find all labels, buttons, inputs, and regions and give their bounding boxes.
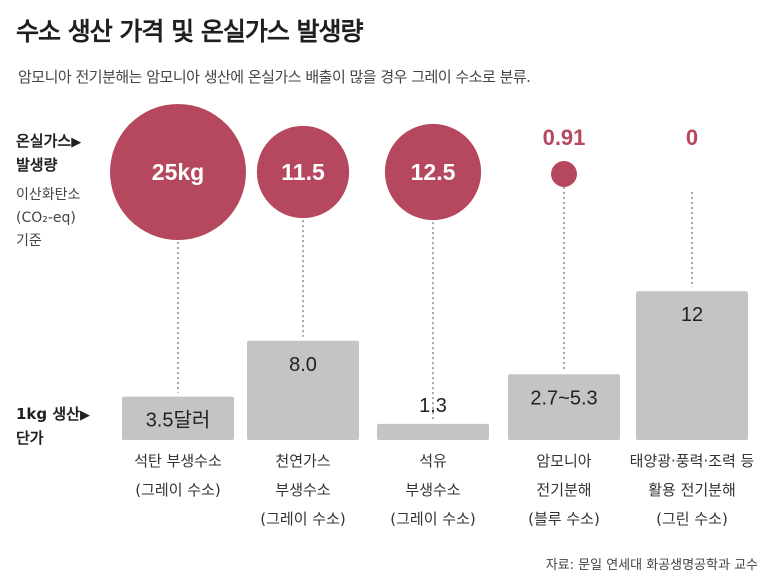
emission-bubble — [110, 104, 246, 240]
category-label-line: (그레이 수소) — [135, 481, 221, 499]
emission-bubble — [384, 123, 482, 221]
price-value-label: 1.3 — [419, 395, 447, 417]
price-value-label: 8.0 — [289, 354, 317, 376]
emission-bubble — [551, 161, 577, 187]
category-label-line: (그린 수소) — [656, 510, 728, 528]
price-value-label: 12 — [681, 304, 703, 326]
emission-axis-label: 온실가스▶ 발생량 — [16, 130, 81, 176]
emission-value-label: 25kg — [152, 159, 204, 185]
category-label-line: 석탄 부생수소 — [134, 452, 222, 470]
category-label-line: (블루 수소) — [528, 510, 600, 528]
price-label-line1: 1kg 생산 — [16, 405, 80, 423]
emission-value-label: 11.5 — [281, 159, 325, 185]
category-label-line: 암모니아 — [536, 452, 592, 470]
category-label-line: 전기분해 — [536, 481, 592, 499]
category-label-line: 천연가스 — [275, 452, 331, 470]
emission-value-label: 0 — [686, 125, 698, 150]
price-bar — [636, 291, 748, 440]
emission-bubble — [256, 125, 350, 219]
price-value-label: 2.7~5.3 — [530, 387, 597, 409]
category-label: 석탄 부생수소 (그레이 수소) — [98, 447, 258, 505]
category-label-line: 석유 — [419, 452, 447, 470]
page-subtitle: 암모니아 전기분해는 암모니아 생산에 온실가스 배출이 많을 경우 그레이 수… — [18, 68, 531, 86]
price-bar — [377, 423, 489, 440]
price-value-label: 3.5달러 — [146, 409, 211, 432]
category-label-line: 부생수소 — [275, 481, 331, 499]
emission-unit-label: 이산화탄소 (CO₂-eq) 기준 — [16, 184, 80, 253]
emission-label-line1: 온실가스 — [16, 132, 72, 150]
emission-sub3: 기준 — [16, 233, 42, 249]
emission-sub2: (CO₂-eq) — [16, 210, 76, 226]
category-label-line: 태양광·풍력·조력 등 — [629, 452, 755, 470]
emission-label-line2: 발생량 — [16, 156, 58, 174]
price-axis-label: 1kg 생산▶ 단가 — [16, 403, 90, 449]
emission-arrow-icon: ▶ — [71, 135, 82, 150]
source-note: 자료: 문일 연세대 화공생명공학과 교수 — [545, 558, 758, 573]
price-label-line2: 단가 — [16, 429, 44, 447]
emission-sub1: 이산화탄소 — [16, 187, 81, 203]
price-arrow-icon: ▶ — [79, 408, 90, 423]
category-label-line: 부생수소 — [405, 481, 461, 499]
price-bar — [247, 340, 359, 440]
page-title: 수소 생산 가격 및 온실가스 발생량 — [16, 17, 364, 46]
category-label-line: (그레이 수소) — [390, 510, 476, 528]
category-label-line: (그레이 수소) — [260, 510, 346, 528]
price-bar — [122, 396, 234, 440]
category-label-line: 활용 전기분해 — [648, 481, 736, 499]
emission-value-label: 0.91 — [543, 125, 586, 150]
emission-value-label: 12.5 — [411, 159, 456, 185]
price-bar — [508, 374, 620, 440]
